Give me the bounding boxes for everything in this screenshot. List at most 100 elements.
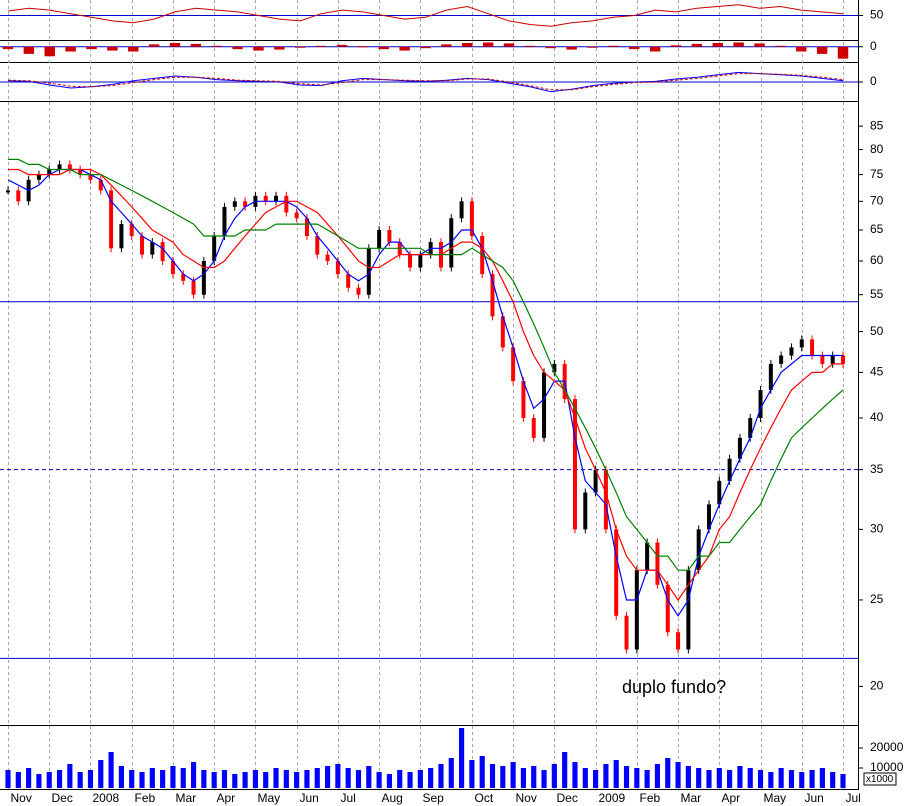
y-tick-label: 10000 [870,760,904,774]
bar [46,772,52,788]
candle [418,254,423,268]
bar [190,43,202,47]
bar [809,770,815,788]
bar [613,760,619,788]
candle [459,201,464,219]
bar [160,770,166,788]
bar [315,45,327,47]
x-tick-label: Dec [52,791,73,805]
y-tick-label: 65 [870,222,884,236]
bar [263,772,269,788]
candle [387,229,392,243]
candle [572,399,577,530]
candle [521,381,526,418]
y-tick-label: 45 [870,365,884,379]
bar [524,45,536,47]
bar [274,46,285,50]
bar [654,764,661,788]
x-tick-label: Nov [11,791,32,805]
bar [670,45,682,47]
candle [624,615,629,650]
bar [603,764,609,788]
candle [47,169,52,175]
bar [129,770,135,788]
bar [397,770,403,788]
candle [284,195,289,213]
candle [686,570,691,650]
bar [139,772,145,788]
x-tick-label: Oct [475,791,494,805]
moving-average-line [8,158,844,571]
bar [2,46,14,50]
candle [212,236,217,261]
candle [820,355,825,364]
moving-average-line [8,168,843,602]
bar [211,45,222,47]
candle [191,280,196,295]
bar [283,770,289,788]
bar [180,768,186,788]
bar [788,770,795,788]
x-tick-label: Feb [135,791,156,805]
indicator-line [7,71,844,93]
x-tick-label: 2009 [599,791,626,805]
candle [57,164,62,170]
bar [108,752,114,788]
bar [712,42,723,47]
bar [754,43,765,47]
bar [232,46,243,50]
x-tick-label: Jul [846,791,861,805]
frame [0,0,859,790]
candle [160,242,165,261]
bar [26,768,32,788]
bar [357,46,369,48]
candle [542,372,547,438]
bar [582,768,588,788]
candle [181,274,186,281]
bar [23,46,35,54]
candle [768,363,773,390]
y-tick-label: 35 [870,462,884,476]
bar [691,43,703,47]
bar [816,46,828,54]
bar [87,770,94,788]
bar [345,768,351,788]
candle [552,363,557,373]
candle [696,529,701,571]
bar [757,770,764,788]
bar [462,42,473,47]
bar [86,46,97,50]
bar [837,46,849,59]
bar [629,46,640,50]
candle [727,458,732,481]
candle [232,201,237,207]
candle [325,254,330,261]
candle [789,347,794,356]
candle [469,201,474,237]
candle [274,195,279,202]
y-tick-label: 70 [870,193,884,207]
bar [386,774,392,788]
bar [778,768,784,788]
y-tick-label: 30 [870,522,884,536]
bar [696,768,702,788]
bar [520,768,527,788]
bar [830,772,836,788]
bar [593,770,599,788]
bar [572,762,578,788]
bar [644,770,650,788]
x-tick-label: Mar [176,791,197,805]
candle [511,347,516,382]
candle [201,260,206,295]
bar [149,768,155,788]
annotation: duplo fundo? [622,677,726,697]
x-tick-label: Dec [557,791,578,805]
bar [5,770,11,788]
y-tick-label: 50 [870,324,884,338]
x-tick-label: Feb [640,791,661,805]
candle [810,339,815,356]
candle [109,190,114,249]
bar [608,45,619,47]
candle [500,316,505,348]
bar [716,768,722,788]
